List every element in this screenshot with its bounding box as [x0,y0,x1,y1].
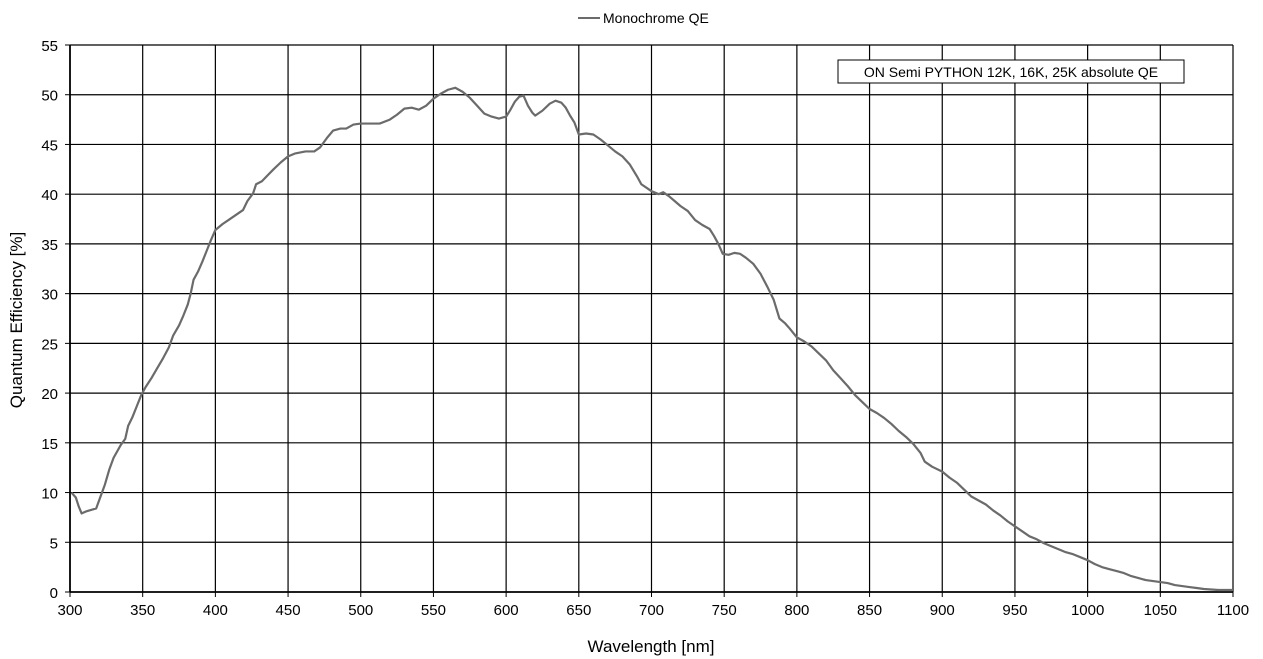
x-tick-label: 400 [203,602,228,619]
y-tick-label: 35 [41,237,58,254]
y-tick-label: 55 [41,38,58,55]
x-tick-label: 850 [857,602,882,619]
y-axis-label: Quantum Efficiency [%] [7,232,26,408]
x-tick-label: 900 [930,602,955,619]
annotation-frame [837,59,1185,84]
series-line-monochrome-qe [70,86,1233,592]
y-tick-label: 25 [41,336,58,353]
x-tick-labels: 300 350 400 450 500 550 600 650 700 750 800 850 900 9… [57,602,1249,619]
axes [65,44,1234,597]
x-tick-label: 750 [712,602,737,619]
y-tick-labels: 0 5 10 15 20 25 30 35 40 45 50 55 [41,38,58,602]
series-group [70,86,1233,592]
x-tick-label: 1100 [1217,602,1249,619]
y-tick-label: 5 [50,535,58,552]
x-tick-label: 300 [57,602,82,619]
x-tick-label: 1050 [1144,602,1177,619]
x-tick-label: 500 [348,602,373,619]
y-tick-label: 45 [41,137,58,154]
y-tick-label: 30 [41,287,58,304]
x-tick-label: 950 [1002,602,1027,619]
y-tick-label: 20 [41,386,58,403]
legend-entry: Monochrome QE [603,10,709,26]
x-axis-label: Wavelength [nm] [588,637,715,656]
x-tick-label: 450 [276,602,301,619]
y-tick-label: 50 [41,88,58,105]
x-tick-label: 700 [639,602,664,619]
x-tick-label: 1000 [1071,602,1104,619]
annotation-box: ON Semi PYTHON 12K, 16K, 25K absolute QE [837,59,1185,84]
x-tick-label: 600 [494,602,519,619]
y-tick-label: 40 [41,187,58,204]
grid-lines [70,44,1234,592]
x-tick-label: 650 [566,602,591,619]
x-tick-label: 800 [784,602,809,619]
legend: Monochrome QE [578,10,709,26]
y-tick-label: 15 [41,436,58,453]
y-tick-label: 10 [41,486,58,503]
x-tick-label: 550 [421,602,446,619]
annotation-text: ON Semi PYTHON 12K, 16K, 25K absolute QE [864,64,1158,80]
y-tick-label: 0 [50,585,58,602]
x-tick-label: 350 [130,602,155,619]
